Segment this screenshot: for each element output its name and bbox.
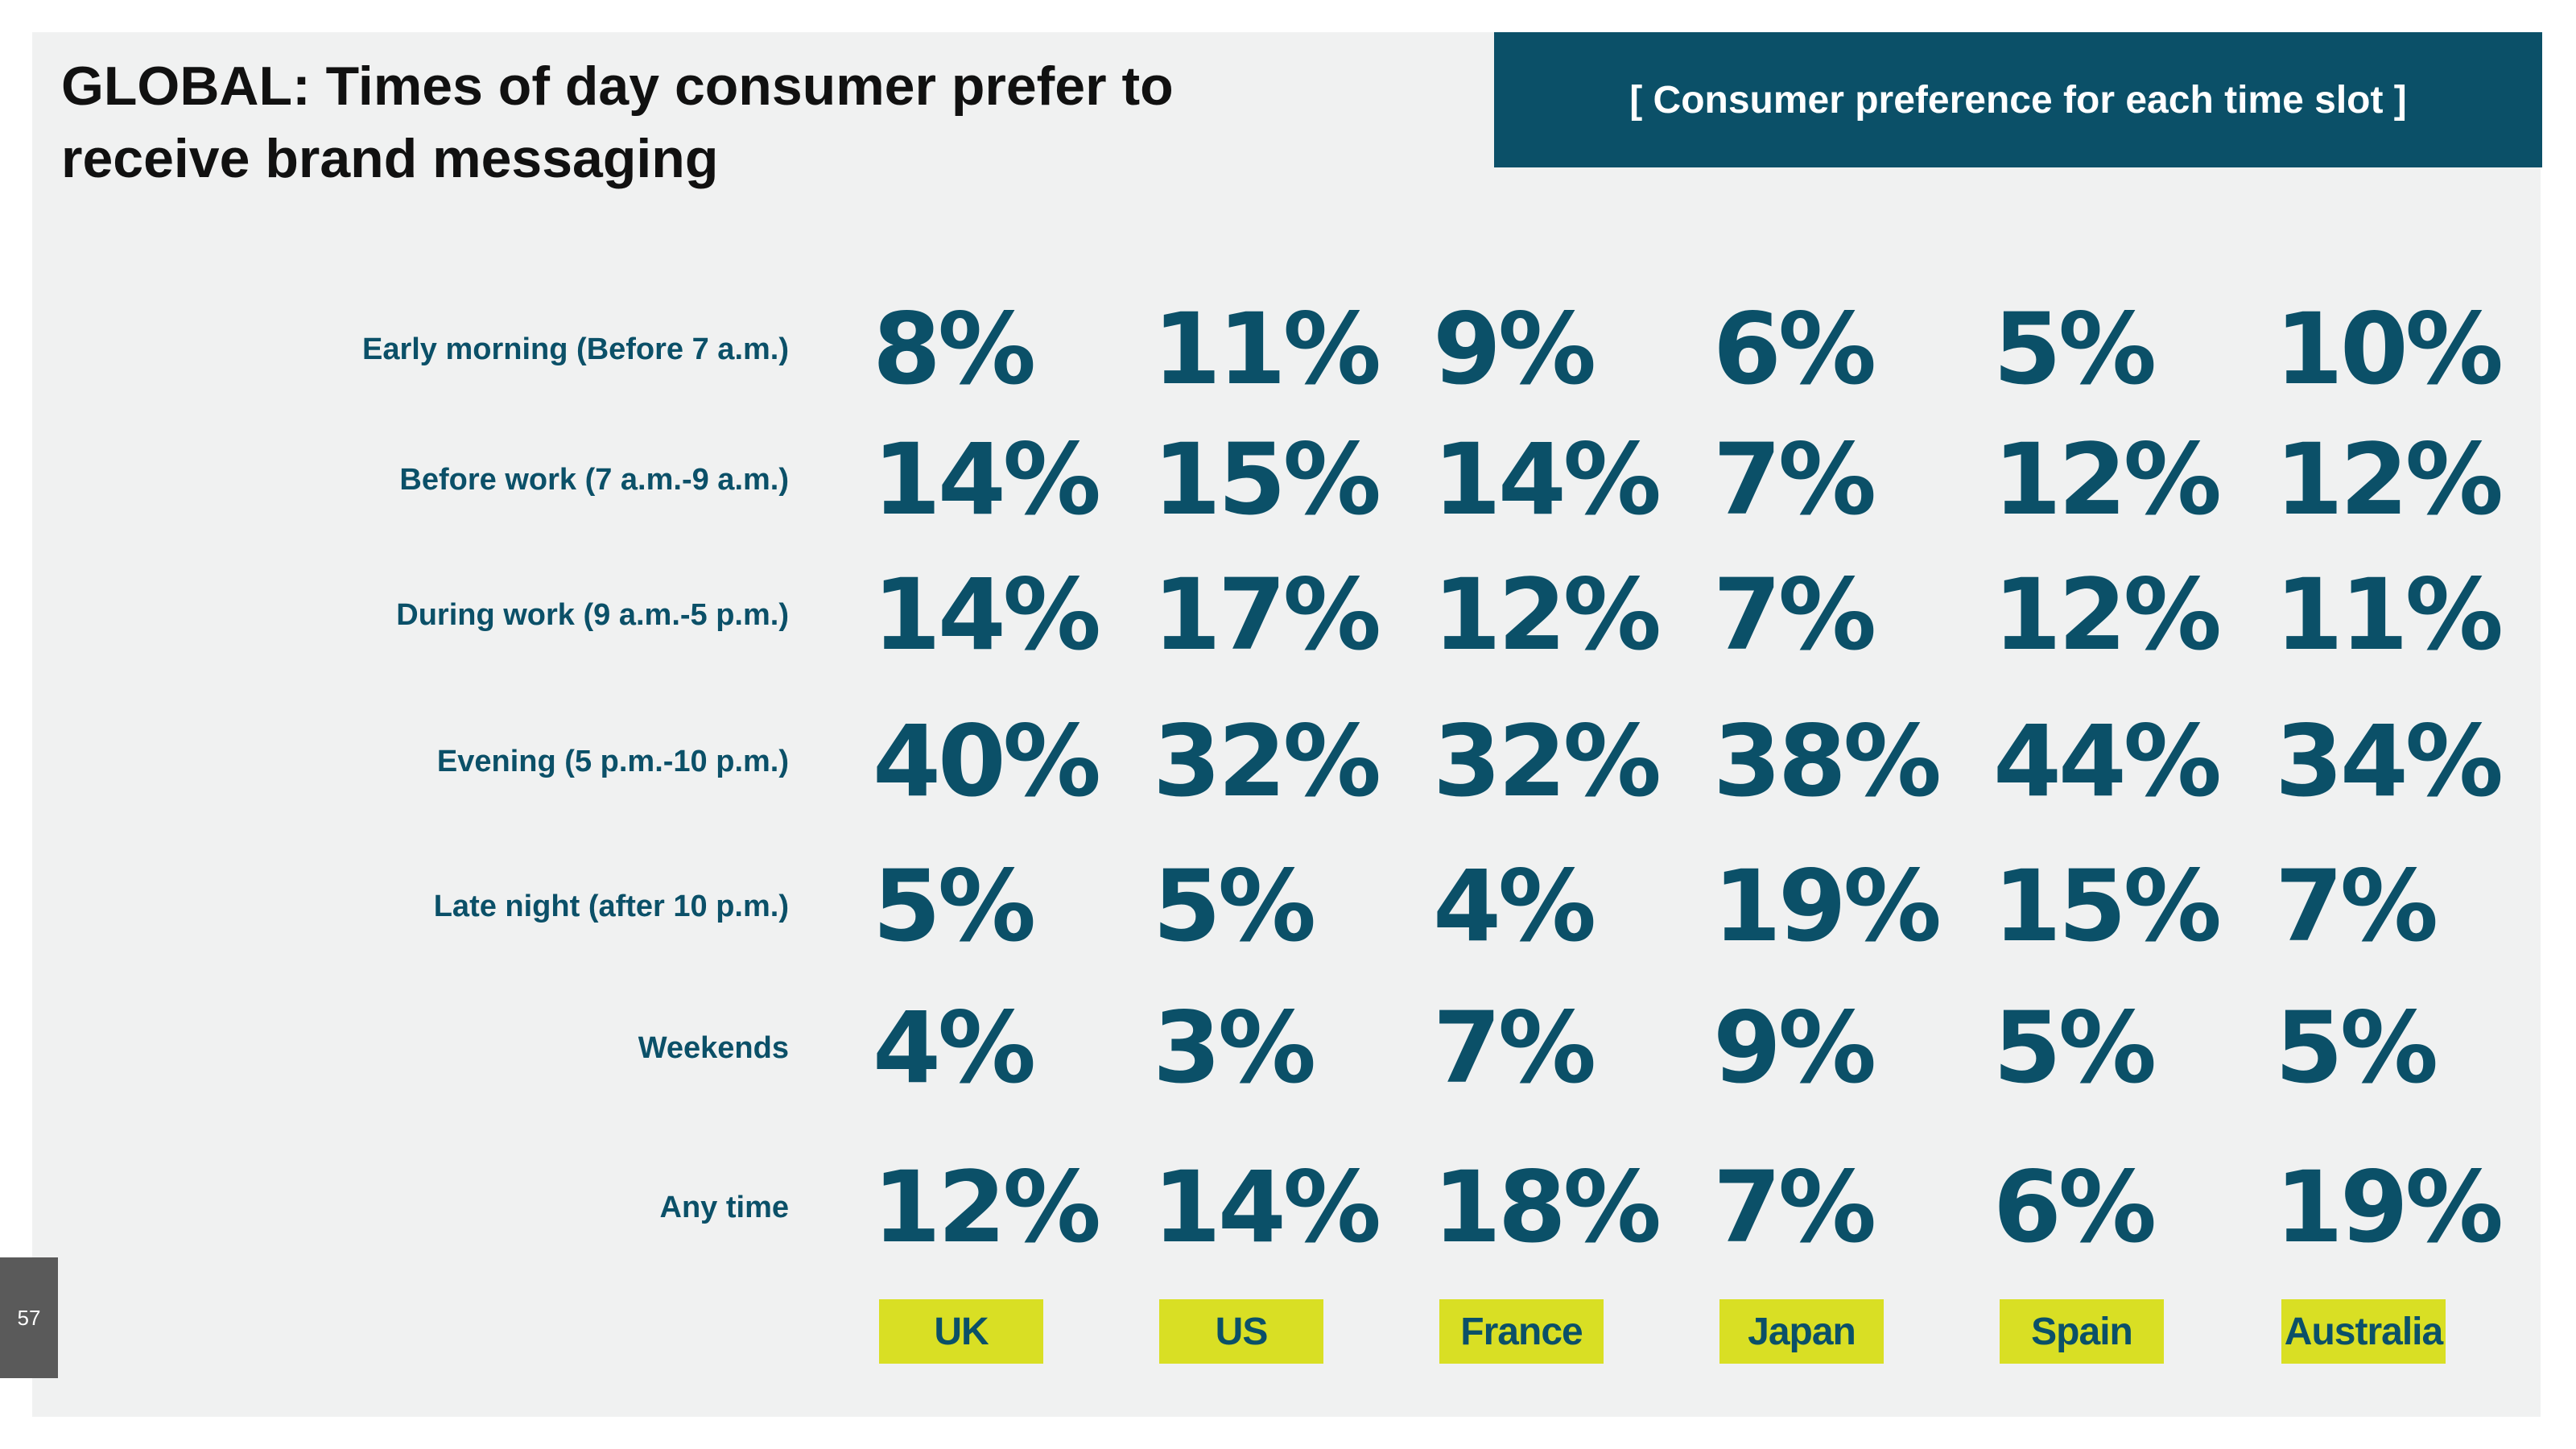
value-cell: 5% bbox=[873, 849, 1036, 964]
value-cell: 15% bbox=[1993, 849, 2222, 964]
value-cell: 6% bbox=[1713, 292, 1876, 407]
value-cell: 5% bbox=[2275, 991, 2438, 1105]
country-label: UK bbox=[879, 1299, 1043, 1364]
value-cell: 7% bbox=[2275, 849, 2438, 964]
value-cell: 5% bbox=[1993, 292, 2157, 407]
value-cell: 7% bbox=[1713, 423, 1876, 537]
value-cell: 32% bbox=[1153, 704, 1381, 819]
row-label: Weekends bbox=[638, 1031, 789, 1065]
subtitle-banner-text: [ Consumer preference for each time slot… bbox=[1629, 78, 2407, 122]
value-cell: 14% bbox=[873, 558, 1101, 672]
value-cell: 7% bbox=[1713, 558, 1876, 672]
value-cell: 9% bbox=[1433, 292, 1596, 407]
value-cell: 38% bbox=[1713, 704, 1942, 819]
row-label: During work (9 a.m.-5 p.m.) bbox=[396, 598, 789, 632]
value-cell: 18% bbox=[1433, 1150, 1662, 1265]
value-cell: 12% bbox=[873, 1150, 1101, 1265]
value-cell: 7% bbox=[1713, 1150, 1876, 1265]
value-cell: 19% bbox=[2275, 1150, 2504, 1265]
value-cell: 32% bbox=[1433, 704, 1662, 819]
value-cell: 15% bbox=[1153, 423, 1381, 537]
value-cell: 10% bbox=[2275, 292, 2504, 407]
value-cell: 14% bbox=[873, 423, 1101, 537]
value-cell: 40% bbox=[873, 704, 1101, 819]
value-cell: 7% bbox=[1433, 991, 1596, 1105]
value-cell: 11% bbox=[1153, 292, 1381, 407]
country-label: Australia bbox=[2281, 1299, 2446, 1364]
country-label: Japan bbox=[1719, 1299, 1884, 1364]
value-cell: 34% bbox=[2275, 704, 2504, 819]
value-cell: 12% bbox=[1433, 558, 1662, 672]
value-cell: 5% bbox=[1153, 849, 1316, 964]
value-cell: 12% bbox=[1993, 423, 2222, 537]
value-cell: 17% bbox=[1153, 558, 1381, 672]
corner-box bbox=[2399, 1417, 2499, 1449]
page-number-tab: 57 bbox=[0, 1257, 58, 1378]
country-label: US bbox=[1159, 1299, 1323, 1364]
row-label: Early morning (Before 7 a.m.) bbox=[361, 332, 789, 366]
slide-background bbox=[32, 32, 2541, 1417]
value-cell: 14% bbox=[1433, 423, 1662, 537]
value-cell: 9% bbox=[1713, 991, 1876, 1105]
row-label: Evening (5 p.m.-10 p.m.) bbox=[436, 745, 789, 778]
country-label: Spain bbox=[2000, 1299, 2164, 1364]
value-cell: 12% bbox=[2275, 423, 2504, 537]
value-cell: 44% bbox=[1993, 704, 2222, 819]
row-label: Before work (7 a.m.-9 a.m.) bbox=[399, 463, 789, 497]
slide-title: GLOBAL: Times of day consumer prefer to … bbox=[61, 56, 1174, 189]
value-cell: 19% bbox=[1713, 849, 1942, 964]
value-cell: 4% bbox=[1433, 849, 1596, 964]
value-cell: 4% bbox=[873, 991, 1036, 1105]
value-cell: 14% bbox=[1153, 1150, 1381, 1265]
row-label: Late night (after 10 p.m.) bbox=[433, 890, 789, 923]
value-cell: 11% bbox=[2275, 558, 2504, 672]
row-label: Any time bbox=[659, 1191, 789, 1224]
value-cell: 8% bbox=[873, 292, 1036, 407]
page-number: 57 bbox=[17, 1305, 41, 1330]
subtitle-banner: [ Consumer preference for each time slot… bbox=[1494, 32, 2542, 167]
country-label: France bbox=[1439, 1299, 1604, 1364]
value-cell: 3% bbox=[1153, 991, 1316, 1105]
value-cell: 6% bbox=[1993, 1150, 2157, 1265]
value-cell: 5% bbox=[1993, 991, 2157, 1105]
value-cell: 12% bbox=[1993, 558, 2222, 672]
